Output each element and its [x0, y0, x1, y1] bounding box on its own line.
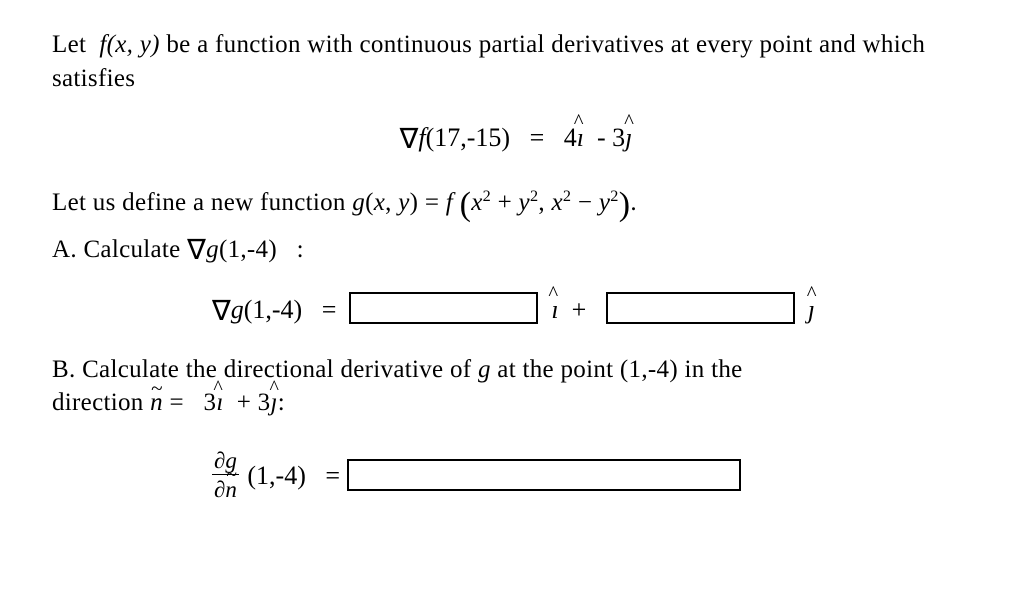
problem-page: Let f(x, y) be a function with continuou… [0, 0, 1024, 611]
part-b-mid: at the point (1,-4) in the [491, 356, 743, 383]
gradg-i-input[interactable] [349, 292, 538, 324]
grad-f-equation: ∇f(17,-15) = 4ı - 3ȷ [52, 120, 980, 159]
g-def-prefix: Let us define a new function [52, 189, 352, 216]
g-definition: Let us define a new function g(x, y) = f… [52, 186, 980, 220]
gradg-j-input[interactable] [606, 292, 795, 324]
part-b-g: g [478, 356, 491, 383]
part-a-answer-row: ∇g(1,-4) = ı + ȷ [212, 292, 980, 331]
intro-fxy: f(x, y) [99, 31, 159, 58]
intro-let: Let [52, 31, 99, 58]
part-b-answer-row: ∂g ∂n (1,-4) = [212, 442, 980, 501]
nabla-icon: ∇ [187, 235, 206, 266]
intro-paragraph: Let f(x, y) be a function with continuou… [52, 28, 980, 96]
nabla-icon: ∇ [212, 296, 231, 327]
intro-rest: be a function with continuous partial de… [52, 31, 925, 92]
dir-deriv-input[interactable] [347, 459, 741, 491]
part-b-line2-prefix: direction [52, 389, 150, 416]
nabla-icon: ∇ [400, 124, 419, 155]
dir-deriv-fraction: ∂g ∂n [212, 449, 239, 501]
part-b-line1: B. Calculate the directional derivative … [52, 356, 478, 383]
part-a-text: A. Calculate [52, 236, 187, 263]
dir-deriv-point: (1,-4) = [241, 458, 347, 493]
part-b-paragraph: B. Calculate the directional derivative … [52, 353, 980, 421]
part-a-label: A. Calculate ∇g(1,-4) : [52, 232, 980, 270]
